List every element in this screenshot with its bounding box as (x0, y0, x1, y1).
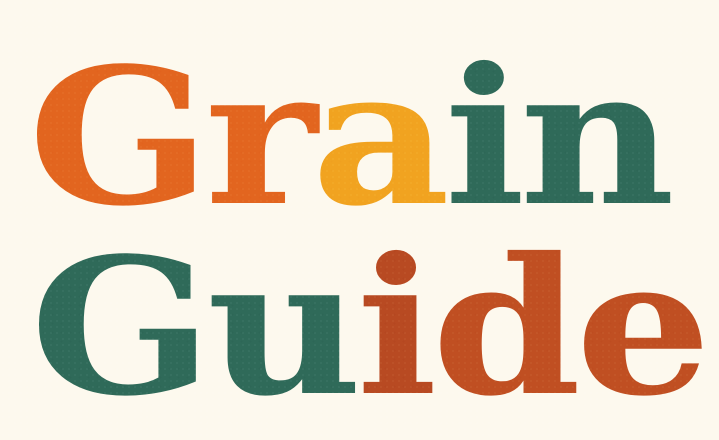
logo-letter-i2: i (356, 216, 437, 438)
logo-letter-u: u (206, 216, 363, 438)
logo-letter-g2: G (30, 216, 213, 438)
logo-letter-g: G (28, 26, 211, 248)
logo-letter-d: d (431, 216, 582, 438)
logo-letter-n: n (519, 26, 675, 248)
logo-letter-i: i (444, 26, 525, 248)
logo-letter-e: e (575, 216, 711, 438)
logo-line-grain: Grain (28, 18, 719, 232)
logo-letter-a: a (311, 26, 451, 248)
logo-letter-r: r (204, 26, 318, 248)
logo-line-guide: Guide (30, 208, 719, 422)
